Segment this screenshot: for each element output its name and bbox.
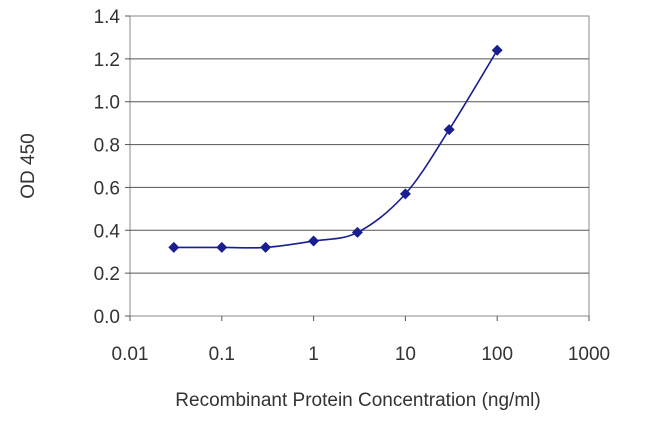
data-point bbox=[399, 188, 411, 200]
data-point bbox=[260, 241, 272, 253]
plot-area bbox=[129, 15, 590, 317]
x-axis: 0.01 0.1 1 10 100 1000 bbox=[112, 316, 610, 365]
x-tick-label: 100 bbox=[481, 344, 513, 365]
y-axis: 0.0 0.2 0.4 0.6 0.8 1.0 1.2 1.4 bbox=[94, 7, 130, 328]
y-axis-title: OD 450 bbox=[18, 133, 39, 198]
data-point bbox=[491, 44, 503, 56]
gridlines bbox=[130, 58, 589, 274]
data-point bbox=[443, 124, 455, 136]
data-point bbox=[308, 235, 320, 247]
y-tick-label: 0.4 bbox=[94, 221, 121, 242]
x-tick-label: 0.01 bbox=[112, 344, 149, 365]
y-tick-label: 1.4 bbox=[94, 7, 121, 28]
data-point bbox=[216, 241, 228, 253]
y-tick-label: 1.2 bbox=[94, 50, 120, 71]
x-axis-title: Recombinant Protein Concentration (ng/ml… bbox=[175, 390, 540, 411]
y-tick-label: 1.0 bbox=[94, 93, 120, 114]
series-layer bbox=[168, 44, 503, 253]
y-tick-label: 0.2 bbox=[94, 264, 120, 285]
x-tick-label: 1000 bbox=[568, 344, 610, 365]
y-tick-label: 0.0 bbox=[94, 307, 120, 328]
data-point bbox=[168, 241, 180, 253]
y-tick-label: 0.6 bbox=[94, 178, 120, 199]
x-tick-label: 0.1 bbox=[209, 344, 235, 365]
plot-border bbox=[129, 15, 590, 317]
x-tick-label: 1 bbox=[308, 344, 319, 365]
y-tick-label: 0.8 bbox=[94, 136, 120, 157]
x-tick-label: 10 bbox=[395, 344, 416, 365]
data-point bbox=[351, 226, 363, 238]
